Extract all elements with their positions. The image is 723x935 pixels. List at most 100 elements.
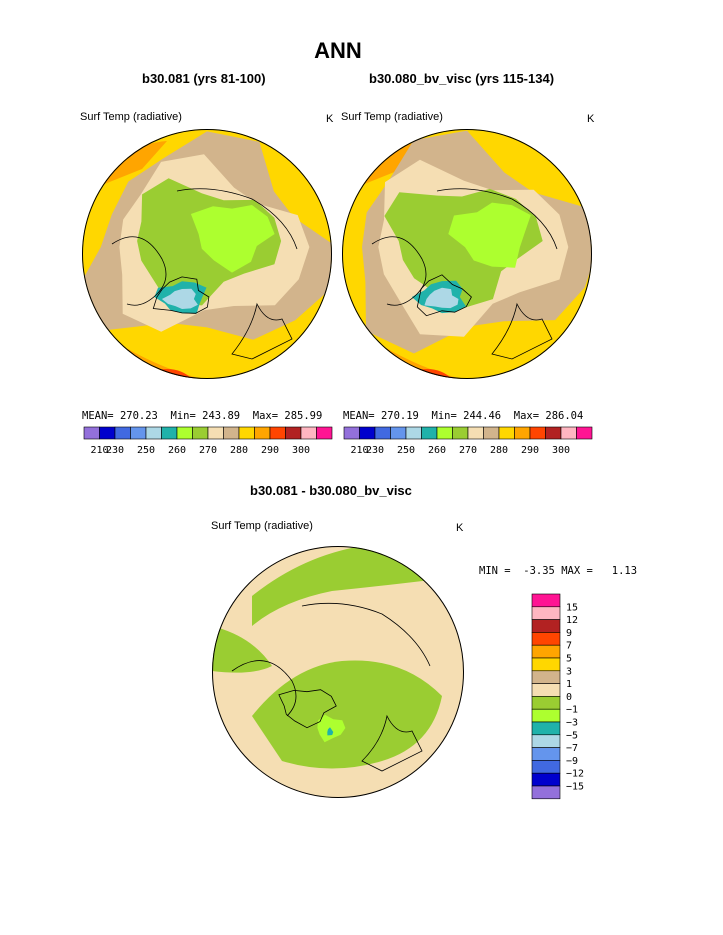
max-label: MAX = [561, 565, 593, 577]
colorbar-tick-label: −7 [566, 743, 578, 754]
mean-value: 270.23 [119, 410, 158, 422]
max-value: 285.99 [284, 410, 323, 422]
colorbar-tick-label: 1 [566, 679, 572, 690]
colorbar-swatch [531, 734, 561, 748]
max-label: Max= [513, 410, 540, 422]
colorbar-swatch [483, 426, 500, 440]
colorbar-swatch [405, 426, 422, 440]
colorbar-tick-label: 210 [90, 445, 108, 456]
colorbar-tick-label: −1 [566, 705, 578, 716]
panel-left-variable: Surf Temp (radiative) [80, 111, 182, 123]
colorbar-swatch [238, 426, 255, 440]
colorbar-diff: 15 12 9 7 53 1 0 −1 −3−5 −7 −9 −12 −15 [531, 593, 584, 800]
region-greenland-ice [424, 287, 459, 309]
colorbar-tick-label: −15 [566, 782, 584, 793]
colorbar-swatch [531, 683, 561, 697]
colorbar-tick-label: 290 [261, 445, 279, 456]
min-label: Min= [170, 410, 196, 422]
colorbar-tick-label: 210 [350, 445, 368, 456]
colorbar-swatch [531, 670, 561, 684]
coastline-america [111, 236, 167, 306]
colorbar-swatch [343, 426, 360, 440]
colorbar-swatch [545, 426, 562, 440]
region-arctic-ocean [448, 202, 531, 268]
min-value: 244.46 [463, 410, 502, 422]
colorbar-tick-label: −9 [566, 756, 578, 767]
colorbar-swatch [531, 657, 561, 672]
colorbar-swatch [374, 426, 391, 440]
panel-right-units: K [587, 113, 595, 125]
colorbar-tick-label: 260 [168, 445, 186, 456]
polar-map-left [82, 129, 332, 379]
coastline-america [231, 660, 297, 717]
colorbar-tick-label: 270 [459, 445, 477, 456]
colorbar-tick-label: 230 [106, 445, 124, 456]
mean-label: MEAN= [343, 410, 375, 422]
mean-label: MEAN= [82, 410, 114, 422]
region-green-south [252, 660, 442, 769]
colorbar-swatch [316, 426, 333, 440]
min-value: 243.89 [202, 410, 241, 422]
colorbar-swatch [531, 632, 561, 646]
colorbar-tick-label: −5 [566, 730, 578, 741]
colorbar-swatch [531, 619, 561, 633]
colorbar-swatch [531, 708, 561, 723]
colorbar-tick-label: 250 [137, 445, 155, 456]
colorbar-tick-label: 280 [490, 445, 508, 456]
colorbar-swatch [223, 426, 240, 440]
coastline-scandinavia [231, 302, 293, 360]
colorbar-swatch [207, 426, 224, 440]
panel-diff-variable: Surf Temp (radiative) [211, 520, 313, 532]
colorbar-swatch [83, 426, 100, 440]
coastline-siberia [301, 602, 431, 667]
colorbar-swatch [498, 426, 515, 440]
region-greenland-ice [161, 288, 198, 309]
mean-value: 270.19 [380, 410, 419, 422]
colorbar-swatch [531, 747, 561, 761]
colorbar-swatch [99, 426, 116, 440]
panel-right-title: b30.080_bv_visc (yrs 115-134) [369, 71, 555, 86]
colorbar-swatch [130, 426, 147, 440]
panel-left-title: b30.081 (yrs 81-100) [142, 71, 266, 86]
colorbar-swatch [161, 426, 178, 440]
colorbar-swatch [531, 593, 561, 608]
colorbar-swatch [254, 426, 271, 440]
coastline-siberia [176, 188, 298, 250]
colorbar-swatch [467, 426, 484, 440]
colorbar-tick-label: 290 [521, 445, 539, 456]
colorbar-tick-label: 7 [566, 641, 572, 652]
colorbar-tick-label: 12 [566, 615, 578, 626]
map-border [342, 129, 592, 379]
max-value: 286.04 [545, 410, 584, 422]
colorbar-swatch [531, 696, 561, 710]
coastline-greenland [278, 689, 337, 729]
colorbar-swatch [560, 426, 577, 440]
region-light-green [317, 714, 346, 743]
colorbar-tick-label: −12 [566, 769, 584, 780]
max-label: Max= [252, 410, 279, 422]
colorbar-tick-label: 300 [552, 445, 570, 456]
map-border [212, 546, 464, 798]
colorbar-tick-label: 15 [566, 602, 578, 613]
colorbar-swatch [531, 760, 561, 774]
colorbar-tick-label: 0 [566, 692, 572, 703]
colorbar-swatch [269, 426, 286, 440]
colorbar-tick-label: 280 [230, 445, 248, 456]
min-label: Min= [431, 410, 457, 422]
panel-diff-units: K [456, 522, 464, 534]
colorbar-swatch [285, 426, 302, 440]
colorbar-swatch [531, 606, 561, 620]
colorbar-swatch [192, 426, 209, 440]
colorbar-swatch [421, 426, 438, 440]
panel-diff-stats: MIN = -3.35 MAX = 1.13 [479, 565, 637, 577]
colorbar-tick-label: 300 [292, 445, 310, 456]
colorbar-swatch [300, 426, 317, 440]
panel-right-variable: Surf Temp (radiative) [341, 111, 443, 123]
colorbar-swatch [436, 426, 453, 440]
panel-diff-title: b30.081 - b30.080_bv_visc [250, 483, 412, 498]
coastline-greenland [152, 276, 210, 314]
colorbar-swatch [576, 426, 593, 440]
colorbar-swatch [390, 426, 407, 440]
